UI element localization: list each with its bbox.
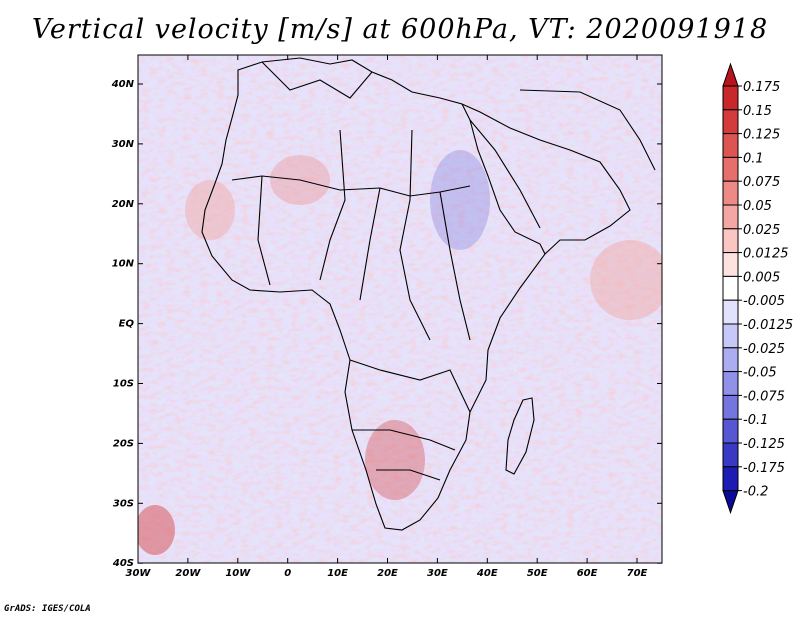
lat-tick-label: EQ (119, 319, 135, 330)
colorbar-label: 0.15 (743, 104, 772, 119)
lat-tick-label: 20S (113, 438, 134, 449)
colorbar-label: 0.025 (743, 223, 780, 238)
colorbar-max-arrow (722, 62, 739, 87)
colorbar-segment (722, 133, 739, 158)
lat-tick-label: 30N (112, 139, 135, 150)
colorbar-label: 0.125 (743, 128, 780, 143)
colorbar: 0.175 0.15 0.125 0.1 0.075 0.05 0.025 0.0125 0.0… (722, 62, 793, 515)
lon-tick-label: 30E (427, 568, 448, 579)
page-title: Vertical velocity [m/s] at 600hPa, VT: 2… (31, 14, 769, 45)
colorbar-segment (722, 299, 739, 325)
lon-tick-label: 20E (377, 568, 398, 579)
colorbar-segment (722, 442, 739, 468)
colorbar-segment (722, 85, 739, 111)
colorbar-label: -0.0125 (743, 318, 793, 333)
vertical-velocity-field (138, 55, 662, 563)
colorbar-segment (722, 418, 739, 444)
colorbar-segment (722, 204, 739, 230)
latitude-axis: 40N 30N 20N 10N EQ 10S 20S 30S 40S (111, 79, 662, 569)
colorbar-segment (722, 347, 739, 373)
lon-tick-label: 10E (327, 568, 348, 579)
lon-tick-label: 30W (126, 568, 152, 579)
colorbar-segment (722, 275, 739, 301)
lat-tick-label: 30S (113, 498, 134, 509)
colorbar-label: 0.0125 (743, 247, 789, 262)
footer-credit: GrADS: IGES/COLA (4, 604, 91, 614)
lon-tick-label: 10W (225, 568, 251, 579)
colorbar-label: -0.175 (743, 461, 785, 476)
lon-tick-label: 60E (577, 568, 598, 579)
colorbar-label: -0.075 (743, 389, 785, 404)
lon-tick-label: 0 (284, 568, 291, 579)
lon-tick-label: 20W (175, 568, 201, 579)
colorbar-label: -0.2 (743, 485, 768, 500)
colorbar-label: 0.175 (743, 80, 780, 95)
colorbar-min-arrow (722, 490, 739, 515)
colorbar-label: 0.005 (743, 270, 780, 285)
lat-tick-label: 40N (111, 79, 135, 90)
colorbar-label: 0.05 (743, 199, 772, 214)
coastlines (201, 57, 656, 531)
colorbar-label: 0.075 (743, 175, 780, 190)
lon-tick-label: 70E (627, 568, 648, 579)
colorbar-label: 0.1 (743, 151, 764, 166)
colorbar-segment (722, 394, 739, 420)
lat-tick-label: 20N (112, 199, 135, 210)
colorbar-segment (722, 252, 739, 277)
colorbar-segment (722, 466, 739, 492)
lat-tick-label: 10N (112, 259, 135, 270)
longitude-axis: 30W 20W 10W 0 10E 20E 30E 40E 50E 60E 70E (126, 55, 648, 579)
colorbar-label: -0.05 (743, 366, 777, 381)
lon-tick-label: 40E (476, 568, 498, 579)
map-frame (137, 54, 663, 564)
lat-tick-label: 40S (112, 558, 134, 569)
colorbar-label: -0.005 (743, 294, 785, 309)
lon-tick-label: 50E (527, 568, 548, 579)
colorbar-segment (722, 228, 739, 254)
lat-tick-label: 10S (113, 379, 134, 390)
colorbar-label: -0.1 (743, 413, 768, 428)
colorbar-segment (722, 180, 739, 206)
colorbar-segment (722, 156, 739, 182)
colorbar-segment (722, 323, 739, 349)
colorbar-segment (722, 371, 739, 396)
colorbar-segment (722, 109, 739, 135)
colorbar-label: -0.025 (743, 342, 785, 357)
colorbar-label: -0.125 (743, 437, 785, 452)
